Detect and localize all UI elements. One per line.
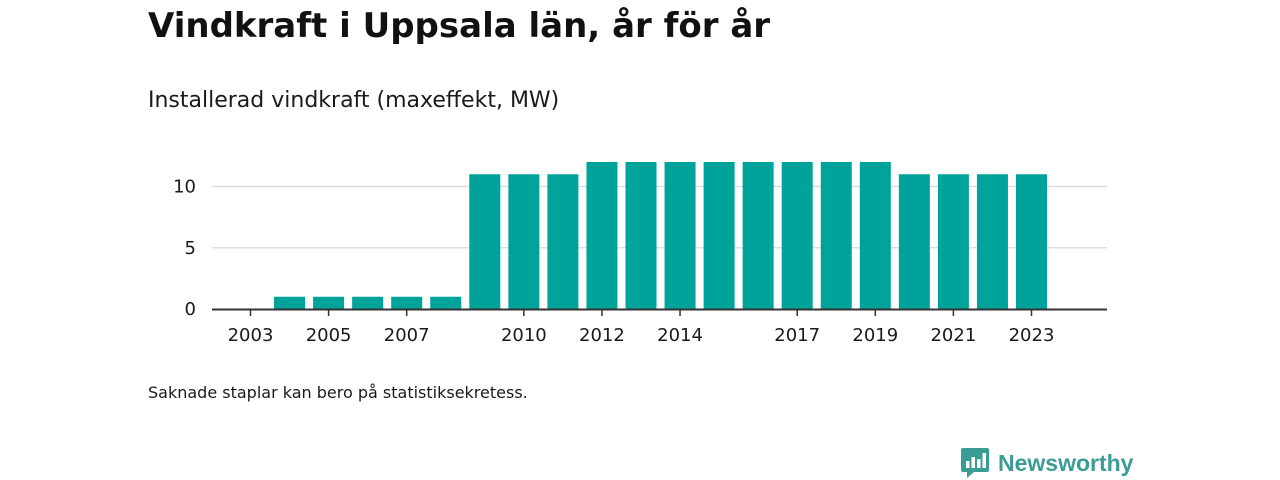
bar-2007	[391, 296, 423, 309]
bar-2011	[547, 174, 579, 309]
newsworthy-logo[interactable]: Newsworthy	[960, 446, 1133, 480]
x-tick-label: 2021	[930, 325, 976, 346]
x-tick-label: 2007	[384, 325, 430, 346]
bar-2010	[508, 174, 540, 309]
x-tick-label: 2010	[501, 325, 547, 346]
x-tick-label: 2005	[306, 325, 352, 346]
bar-2013	[625, 162, 657, 309]
bar-2008	[430, 296, 462, 309]
chart-subtitle: Installerad vindkraft (maxeffekt, MW)	[148, 88, 560, 113]
x-tick-label: 2017	[774, 325, 820, 346]
bar-2017	[781, 162, 813, 309]
x-axis-ticks: 2003 2005 2007 2010 2012 2014 2017 2019 2021 2023	[228, 310, 1055, 346]
brand-name: Newsworthy	[998, 449, 1134, 476]
bar-2012	[586, 162, 618, 309]
bar-2004	[274, 296, 306, 309]
bar-2015	[703, 162, 735, 309]
bar-2018	[820, 162, 852, 309]
y-axis-ticks: 0 5 10	[173, 177, 196, 321]
x-tick-label: 2019	[852, 325, 898, 346]
bar-2019	[859, 162, 891, 309]
x-tick-label: 2012	[579, 325, 625, 346]
bar-chart: 0 5 10 2003 2005 2007 2010 2012 2014 2017 2019 202…	[173, 162, 1107, 346]
bar-2021	[937, 174, 969, 309]
bar-2016	[742, 162, 774, 309]
footnote: Saknade staplar kan bero på statistiksek…	[148, 383, 528, 402]
bar-2005	[313, 296, 345, 309]
bar-2023	[1016, 174, 1047, 309]
y-tick-label: 0	[185, 299, 196, 320]
bar-2022	[976, 174, 1008, 309]
gridlines	[212, 185, 1107, 249]
chart-title: Vindkraft i Uppsala län, år för år	[148, 6, 771, 46]
newsworthy-logo-icon	[961, 448, 989, 478]
bar-2014	[664, 162, 696, 309]
x-tick-label: 2003	[228, 325, 274, 346]
y-tick-label: 5	[185, 238, 196, 259]
x-tick-label: 2014	[657, 325, 703, 346]
bar-2020	[898, 174, 930, 309]
bar-2006	[352, 296, 384, 309]
y-tick-label: 10	[173, 177, 196, 198]
x-tick-label: 2023	[1009, 325, 1055, 346]
bar-2009	[469, 174, 501, 309]
bars	[274, 162, 1047, 309]
